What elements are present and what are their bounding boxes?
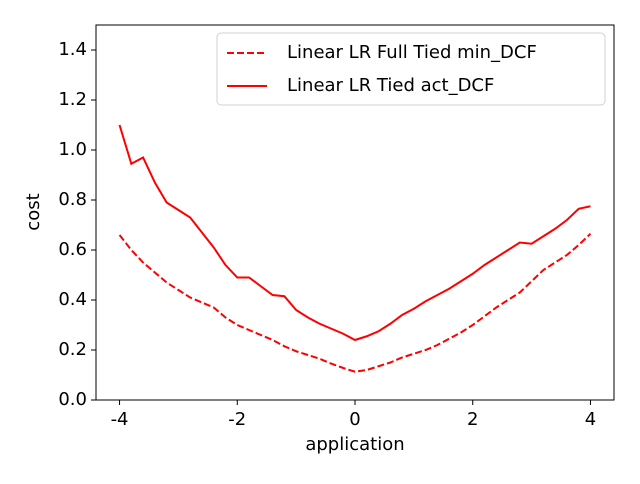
x-tick-label: 0 [349, 409, 360, 430]
y-tick-label: 0.4 [58, 289, 87, 310]
x-tick-label: -2 [228, 409, 246, 430]
y-tick-label: 1.0 [58, 139, 87, 160]
y-tick-label: 1.2 [58, 89, 87, 110]
legend-label: Linear LR Tied act_DCF [287, 75, 494, 96]
y-axis-label: cost [23, 193, 44, 230]
x-tick-label: -4 [111, 409, 129, 430]
data-line [118, 124, 591, 342]
y-tick-label: 0.8 [58, 189, 87, 210]
y-tick-label: 0.2 [58, 339, 87, 360]
y-tick-label: 0.6 [58, 239, 87, 260]
x-tick-label: 4 [585, 409, 596, 430]
legend-box [216, 32, 606, 106]
legend-label: Linear LR Full Tied min_DCF [287, 42, 537, 63]
x-axis-label: application [305, 434, 404, 455]
x-tick-label: 2 [467, 409, 478, 430]
y-tick-label: 0.0 [58, 389, 87, 410]
data-line [118, 233, 592, 373]
plot-frame [95, 24, 615, 401]
y-tick-label: 1.4 [58, 39, 87, 60]
